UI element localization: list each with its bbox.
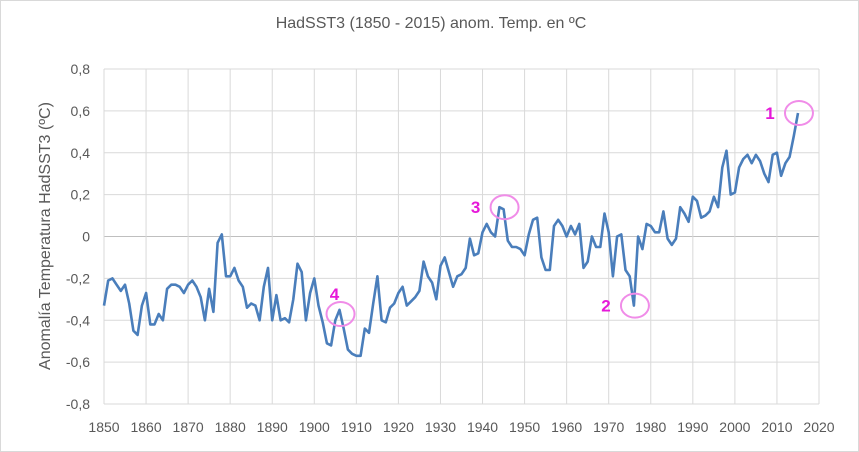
x-tick-label: 1900: [299, 419, 330, 435]
y-tick-label: -0,6: [66, 354, 90, 370]
annotation-label: 3: [471, 198, 480, 217]
annotation-label: 1: [765, 104, 774, 123]
y-tick-label: 0,2: [71, 187, 91, 203]
y-tick-label: 0,8: [71, 61, 91, 77]
x-tick-label: 1970: [593, 419, 624, 435]
annotation-label: 4: [330, 285, 340, 304]
annotation-circle: [783, 99, 814, 126]
x-tick-label: 1890: [257, 419, 288, 435]
y-tick-label: 0,4: [71, 145, 91, 161]
x-tick-label: 1880: [215, 419, 246, 435]
x-tick-label: 1990: [677, 419, 708, 435]
annotation-circle: [489, 194, 520, 221]
x-tick-label: 1920: [383, 419, 414, 435]
x-tick-label: 1940: [467, 419, 498, 435]
y-tick-label: 0: [82, 229, 90, 245]
annotation-label: 2: [601, 297, 610, 316]
y-tick-label: -0,2: [66, 270, 90, 286]
x-tick-label: 1860: [130, 419, 161, 435]
x-tick-label: 1950: [509, 419, 540, 435]
x-tick-label: 1870: [173, 419, 204, 435]
y-tick-label: -0,8: [66, 396, 90, 412]
annotation-circle: [325, 300, 356, 327]
annotation-circle: [619, 292, 650, 319]
x-tick-label: 2000: [719, 419, 750, 435]
x-tick-label: 1960: [551, 419, 582, 435]
gridlines: [103, 68, 820, 405]
y-tick-label: 0,6: [71, 103, 91, 119]
y-axis-label: Anomalía Temperatura HadSST3 (ºC): [37, 102, 54, 370]
tick-labels: -0,8 -0,6 -0,4 -0,2 0 0,2 0,4 0,6 0,8 1850 1860 187…: [66, 61, 835, 435]
x-tick-label: 2020: [803, 419, 834, 435]
x-tick-label: 1850: [88, 419, 119, 435]
series-line-hadsst3: [102, 112, 800, 358]
x-tick-label: 2010: [761, 419, 792, 435]
x-tick-label: 1930: [425, 419, 456, 435]
x-tick-label: 1980: [635, 419, 666, 435]
x-tick-label: 1910: [341, 419, 372, 435]
y-tick-label: -0,4: [66, 312, 90, 328]
chart-title: HadSST3 (1850 - 2015) anom. Temp. en ºC: [276, 15, 587, 32]
annotations: 1 2 3 4: [325, 99, 814, 327]
